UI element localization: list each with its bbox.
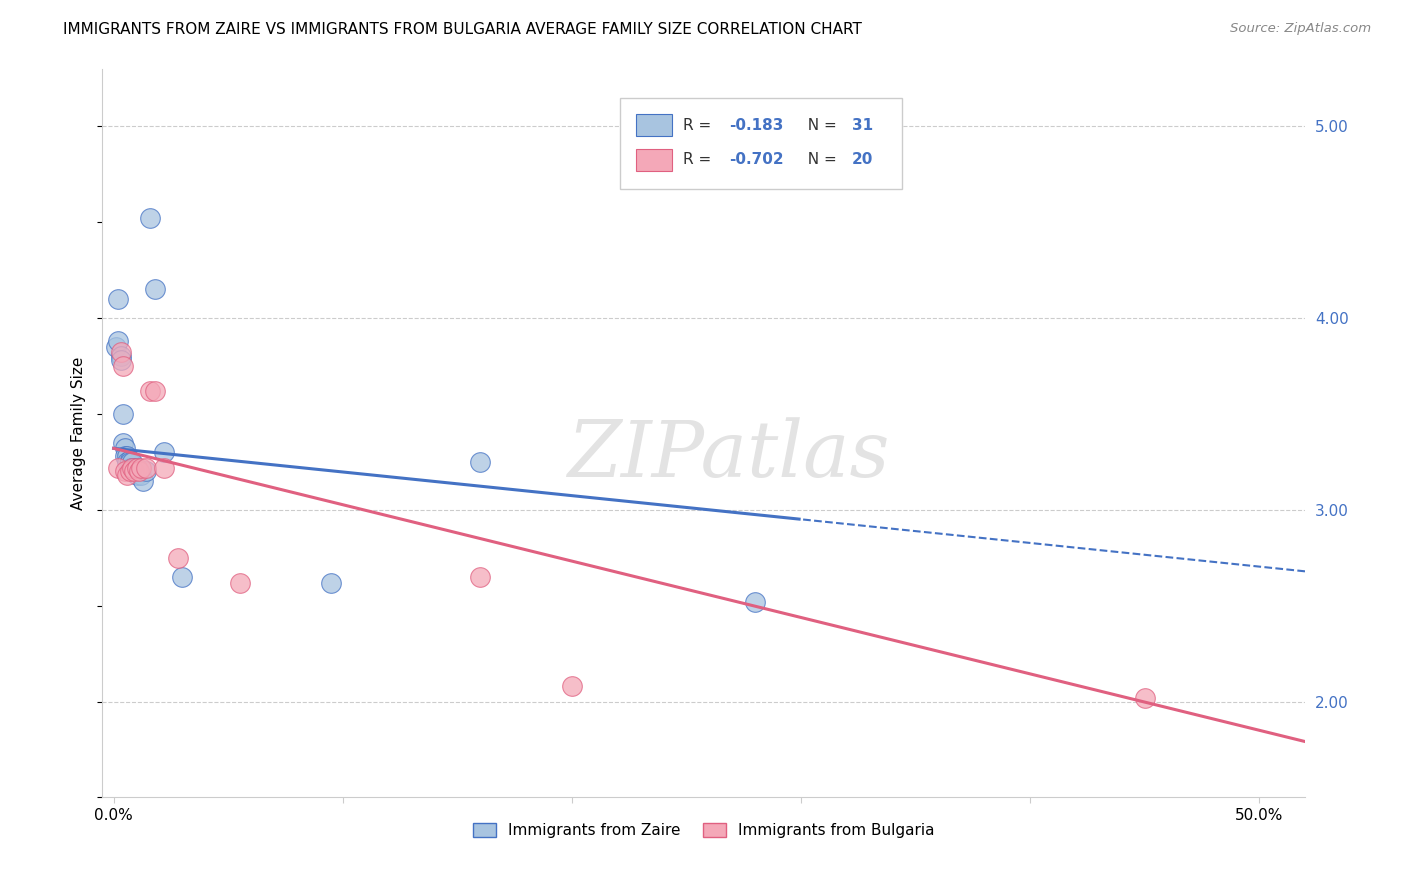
- Point: [125, 468, 148, 483]
- Text: Source: ZipAtlas.com: Source: ZipAtlas.com: [1230, 22, 1371, 36]
- Point: [118, 453, 141, 467]
- Text: -0.702: -0.702: [728, 153, 783, 167]
- Point: [124, 464, 146, 478]
- Text: N =: N =: [797, 153, 841, 167]
- Point: [135, 460, 157, 475]
- Text: -0.183: -0.183: [728, 118, 783, 133]
- Point: [128, 464, 150, 478]
- Point: [110, 349, 132, 363]
- Point: [118, 464, 141, 478]
- Point: [135, 464, 157, 478]
- Point: [114, 464, 136, 478]
- Text: N =: N =: [797, 118, 841, 133]
- Point: [139, 384, 162, 398]
- Text: IMMIGRANTS FROM ZAIRE VS IMMIGRANTS FROM BULGARIA AVERAGE FAMILY SIZE CORRELATIO: IMMIGRANTS FROM ZAIRE VS IMMIGRANTS FROM…: [63, 22, 862, 37]
- Point: [114, 442, 136, 456]
- Point: [470, 570, 492, 584]
- Y-axis label: Average Family Size: Average Family Size: [72, 356, 86, 509]
- Point: [143, 282, 166, 296]
- Point: [128, 464, 150, 478]
- Point: [117, 455, 139, 469]
- Point: [1133, 690, 1156, 705]
- Point: [470, 455, 492, 469]
- FancyBboxPatch shape: [637, 149, 672, 170]
- Point: [107, 334, 129, 348]
- Legend: Immigrants from Zaire, Immigrants from Bulgaria: Immigrants from Zaire, Immigrants from B…: [467, 817, 941, 845]
- Point: [228, 575, 250, 590]
- Point: [129, 468, 152, 483]
- Point: [153, 445, 176, 459]
- Point: [153, 460, 176, 475]
- Point: [321, 575, 343, 590]
- Point: [172, 570, 194, 584]
- Point: [561, 679, 583, 693]
- Point: [118, 455, 141, 469]
- Point: [129, 460, 152, 475]
- Text: ZIPatlas: ZIPatlas: [567, 417, 889, 493]
- Point: [139, 211, 162, 226]
- Point: [125, 460, 148, 475]
- Point: [110, 345, 132, 359]
- Point: [107, 292, 129, 306]
- Point: [110, 353, 132, 368]
- Point: [124, 464, 146, 478]
- Point: [117, 449, 139, 463]
- Point: [125, 460, 148, 475]
- Text: 31: 31: [852, 118, 873, 133]
- Point: [124, 460, 146, 475]
- Point: [166, 550, 188, 565]
- Text: R =: R =: [683, 118, 717, 133]
- Point: [114, 449, 136, 463]
- Point: [111, 359, 134, 373]
- Text: 20: 20: [852, 153, 873, 167]
- Point: [118, 460, 141, 475]
- Point: [111, 407, 134, 421]
- Point: [104, 340, 127, 354]
- Text: R =: R =: [683, 153, 717, 167]
- Point: [111, 435, 134, 450]
- Point: [132, 474, 155, 488]
- Point: [143, 384, 166, 398]
- Point: [107, 460, 129, 475]
- Point: [744, 595, 766, 609]
- Point: [121, 460, 143, 475]
- Point: [117, 468, 139, 483]
- FancyBboxPatch shape: [637, 114, 672, 136]
- Point: [121, 455, 143, 469]
- Point: [121, 460, 143, 475]
- FancyBboxPatch shape: [620, 98, 903, 189]
